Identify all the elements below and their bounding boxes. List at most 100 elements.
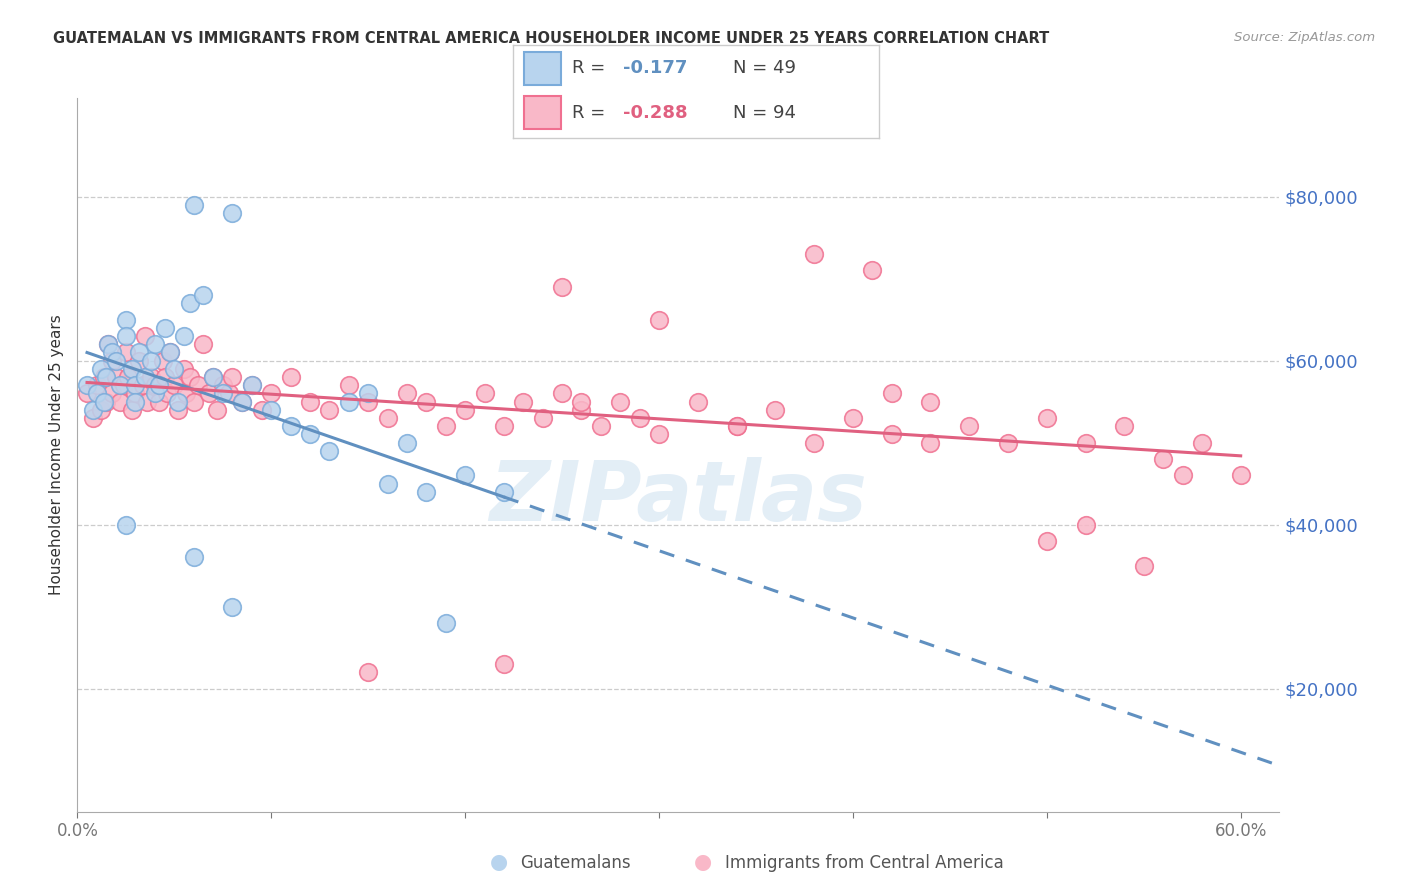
Point — [880, 427, 903, 442]
Point — [159, 345, 181, 359]
Text: -0.177: -0.177 — [623, 60, 688, 78]
Point — [318, 402, 340, 417]
Point — [260, 402, 283, 417]
Point — [298, 427, 321, 442]
Point — [803, 435, 825, 450]
Point — [193, 288, 215, 302]
Point — [512, 394, 534, 409]
Point — [148, 394, 170, 409]
Point — [1229, 468, 1251, 483]
Point — [260, 386, 283, 401]
Point — [136, 394, 159, 409]
Point — [121, 402, 143, 417]
Point — [337, 378, 360, 392]
Point — [82, 402, 104, 417]
Point — [1074, 435, 1097, 450]
Point — [153, 370, 176, 384]
Point — [211, 378, 233, 392]
Point — [648, 312, 671, 326]
Point — [173, 329, 195, 343]
Point — [860, 263, 883, 277]
Point — [434, 616, 457, 631]
Point — [148, 378, 170, 392]
Point — [139, 353, 162, 368]
Point — [134, 329, 156, 343]
Point — [628, 411, 651, 425]
Point — [551, 279, 574, 293]
Point — [1036, 534, 1059, 549]
Y-axis label: Householder Income Under 25 years: Householder Income Under 25 years — [49, 315, 65, 595]
Point — [183, 394, 205, 409]
Point — [1036, 411, 1059, 425]
Point — [155, 386, 177, 401]
Point — [231, 394, 253, 409]
Point — [153, 320, 176, 334]
Point — [377, 411, 399, 425]
Point — [280, 370, 302, 384]
Point — [250, 402, 273, 417]
Point — [121, 361, 143, 376]
Point — [90, 361, 112, 376]
Point — [763, 402, 786, 417]
Point — [377, 476, 399, 491]
Point — [179, 370, 201, 384]
Point — [492, 657, 515, 671]
Point — [280, 419, 302, 434]
Point — [76, 378, 98, 392]
Point — [454, 402, 477, 417]
Point — [90, 402, 112, 417]
Point — [179, 296, 201, 310]
Point — [96, 370, 118, 384]
Point — [415, 394, 437, 409]
Text: GUATEMALAN VS IMMIGRANTS FROM CENTRAL AMERICA HOUSEHOLDER INCOME UNDER 25 YEARS : GUATEMALAN VS IMMIGRANTS FROM CENTRAL AM… — [53, 31, 1050, 46]
Point — [114, 312, 136, 326]
Point — [108, 378, 131, 392]
Point — [357, 386, 380, 401]
Point — [183, 550, 205, 565]
Point — [1074, 517, 1097, 532]
Text: Guatemalans: Guatemalans — [520, 855, 631, 872]
Bar — [524, 96, 561, 129]
Point — [551, 386, 574, 401]
Point — [124, 394, 146, 409]
Point — [132, 378, 155, 392]
Point — [105, 370, 128, 384]
Point — [143, 386, 166, 401]
Text: N = 94: N = 94 — [733, 103, 796, 121]
Text: R =: R = — [572, 103, 605, 121]
Point — [1152, 452, 1174, 467]
Point — [571, 394, 593, 409]
Point — [124, 378, 146, 392]
Text: N = 49: N = 49 — [733, 60, 796, 78]
Point — [880, 386, 903, 401]
Point — [198, 386, 221, 401]
Point — [454, 468, 477, 483]
Point — [97, 337, 120, 351]
Point — [86, 378, 108, 392]
Point — [105, 353, 128, 368]
Point — [97, 337, 120, 351]
Point — [205, 402, 228, 417]
Point — [139, 370, 162, 384]
Text: ZIPatlas: ZIPatlas — [489, 458, 868, 538]
Text: -0.288: -0.288 — [623, 103, 688, 121]
Point — [395, 435, 418, 450]
Point — [202, 370, 225, 384]
Point — [82, 411, 104, 425]
Point — [218, 386, 240, 401]
Point — [589, 419, 612, 434]
Point — [134, 370, 156, 384]
Point — [159, 345, 181, 359]
Point — [1191, 435, 1213, 450]
Point — [337, 394, 360, 409]
Point — [163, 378, 186, 392]
Point — [492, 419, 515, 434]
Point — [686, 394, 709, 409]
Point — [318, 443, 340, 458]
Point — [152, 353, 174, 368]
Point — [128, 345, 150, 359]
Point — [1114, 419, 1136, 434]
Point — [117, 370, 139, 384]
Point — [957, 419, 980, 434]
Point — [187, 378, 209, 392]
